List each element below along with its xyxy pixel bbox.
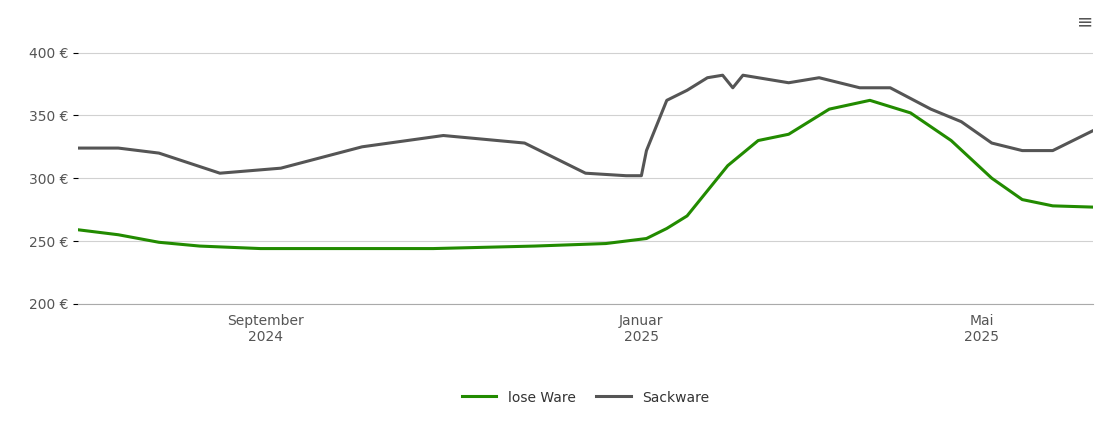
Legend: lose Ware, Sackware: lose Ware, Sackware <box>456 385 715 410</box>
Text: ≡: ≡ <box>1077 13 1093 32</box>
